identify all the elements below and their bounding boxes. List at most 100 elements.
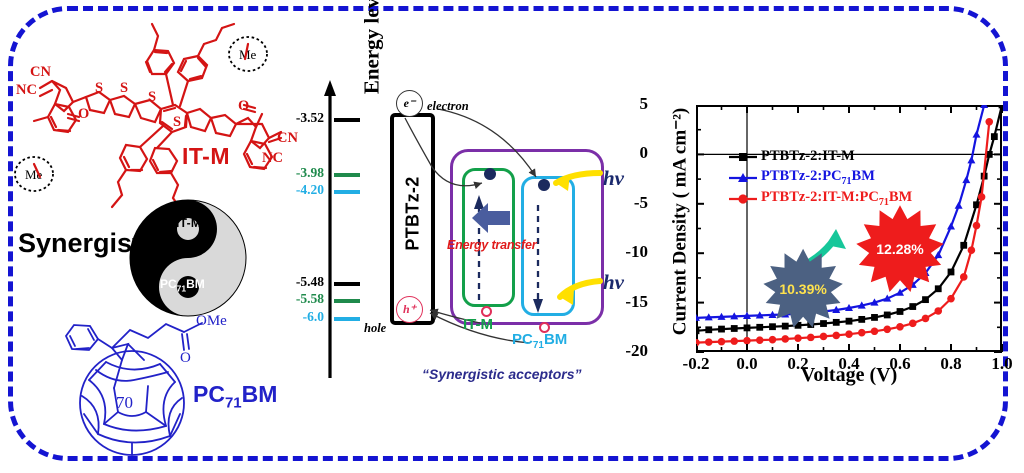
svg-text:O: O [78, 106, 89, 122]
chart-marker [845, 303, 853, 312]
chart-marker [947, 268, 955, 276]
energy-level-value-1: -3.98 [295, 165, 324, 180]
chart-marker [806, 333, 815, 342]
chart-marker [921, 314, 930, 323]
legend-label-1: PTBTz-2:PC71BM [761, 168, 875, 187]
svg-text:CN: CN [30, 64, 51, 80]
chart-marker [972, 221, 981, 230]
chart-marker [696, 313, 700, 321]
chart-marker [857, 301, 866, 309]
svg-text:O: O [238, 98, 249, 114]
chart-marker [909, 303, 917, 310]
svg-text:S: S [120, 80, 128, 96]
chart-ytick-5: -20 [625, 341, 648, 360]
chart-marker [794, 321, 802, 329]
charge-transfer-arrows [404, 108, 603, 344]
chart-marker [977, 193, 986, 201]
chart-tick-marks [696, 105, 1003, 353]
chart-xtick-0: -0.2 [682, 354, 710, 373]
energy-level-tick-3 [334, 282, 360, 286]
chart-y-axis-label: Current Density ( mA cm⁻²) [669, 107, 691, 336]
synergistic-acceptors-caption: “Synergistic acceptors” [422, 366, 582, 382]
yin-yang-pcbm-label: PC71BM [160, 277, 205, 294]
chart-xtick-2: 0.2 [787, 354, 809, 373]
chart-marker [705, 326, 713, 334]
chart-marker [908, 319, 917, 328]
efficiency-burst-label-0: 10.39% [779, 281, 827, 297]
chart-legend: PTBTz-2:IT-M PTBTz-2:PC71BM PTBTz-2:IT-M:P… [728, 146, 912, 209]
chart-marker [954, 201, 963, 209]
chart-marker [998, 105, 1002, 109]
chart-marker [896, 323, 904, 331]
chart-marker [960, 241, 968, 249]
chart-ytick-2: -5 [633, 192, 648, 212]
svg-text:S: S [173, 114, 181, 130]
chart-ytick-1: 0 [639, 143, 649, 163]
chart-xtick-3: 0.4 [838, 354, 860, 373]
chart-marker [717, 337, 726, 346]
chart-marker [820, 320, 827, 327]
chart-marker [967, 246, 976, 255]
chart-xtick-5: 0.8 [940, 354, 962, 373]
chart-marker [962, 175, 971, 184]
energy-transfer-label: Energy transfer [447, 238, 537, 252]
photon-label-bottom: hv [603, 270, 624, 294]
legend-marker-1 [729, 172, 757, 182]
chart-marker [743, 336, 751, 345]
donor-box-ptbtz2: PTBTz-2 [390, 113, 435, 325]
chart-marker [871, 314, 878, 321]
svg-text:S: S [95, 80, 103, 96]
chart-xtick-6: 1.0 [991, 354, 1013, 373]
chart-marker [985, 117, 994, 126]
energy-level-tick-0 [334, 118, 360, 122]
chart-marker [704, 338, 713, 346]
chart-marker [973, 201, 980, 209]
chart-marker [934, 285, 942, 293]
electron-label: electron [427, 99, 469, 113]
legend-marker-0 [729, 152, 757, 161]
yin-yang-symbol [129, 199, 247, 317]
chart-marker [990, 133, 998, 141]
chart-marker [718, 325, 725, 333]
legend-item-2[interactable]: PTBTz-2:IT-M:PC71BM [728, 188, 912, 209]
acceptor-itm-label: IT-M [463, 316, 493, 333]
legend-item-0[interactable]: PTBTz-2:IT-M [728, 146, 912, 167]
energy-level-value-4: -5.58 [295, 291, 324, 306]
svg-text:O: O [180, 350, 191, 366]
chart-xtick-1: 0.0 [736, 354, 758, 373]
legend-item-1[interactable]: PTBTz-2:PC71BM [728, 167, 912, 188]
hole-symbol-circle: h⁺ [396, 296, 423, 323]
chart-marker [870, 327, 879, 336]
legend-label-2: PTBTz-2:IT-M:PC71BM [761, 189, 913, 208]
chart-marker [743, 311, 751, 319]
electron-dot-pc71bm [538, 179, 550, 191]
chart-marker [768, 335, 777, 344]
energy-level-axis: Energy levels (eV) -3.52 -3.98 -4.20 -5.48-… [272, 0, 384, 473]
svg-text:S: S [148, 89, 156, 105]
chart-ytick-3: -10 [625, 242, 648, 262]
itm-molecule-label: IT-M [182, 143, 230, 169]
chart-marker [730, 337, 739, 345]
pc71bm-molecule-structure: OMe O 70 [64, 313, 227, 456]
chart-marker [947, 222, 955, 230]
synergistic-label: Synergistic [18, 228, 164, 258]
chart-marker [755, 311, 764, 319]
chart-marker [755, 336, 764, 344]
chart-marker [857, 328, 866, 337]
chart-marker [972, 130, 981, 138]
chart-marker [743, 324, 751, 332]
chart-marker [883, 325, 892, 334]
chart-marker [832, 305, 841, 314]
chart-marker [967, 156, 976, 164]
chart-marker [959, 273, 968, 281]
chart-marker [922, 296, 929, 304]
chart-marker [896, 288, 904, 296]
chart-marker [756, 323, 764, 331]
chart-marker [730, 312, 739, 320]
yin-yang-itm-label: IT-M [176, 216, 202, 230]
efficiency-burst-1 [856, 205, 944, 292]
dashed-figure-border [8, 6, 1008, 461]
svg-text:CN: CN [277, 130, 298, 146]
chart-ytick-4: -15 [625, 291, 648, 311]
